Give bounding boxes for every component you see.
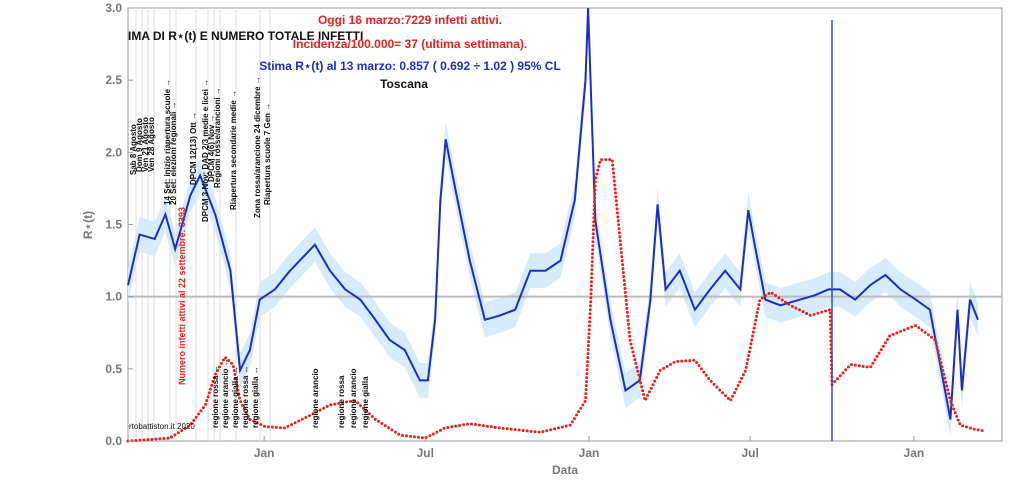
x-tick-label: Jul bbox=[417, 446, 434, 460]
y-tick-label: 1.5 bbox=[105, 218, 122, 232]
annotation: 20 Set: elezioni regionali → bbox=[169, 101, 178, 205]
annotation: Dom 9 Agosto bbox=[135, 118, 144, 172]
y-tick-label: 0.0 bbox=[105, 434, 122, 448]
annotation: Ven 21 Agosto bbox=[141, 117, 150, 172]
annotation: Riapertura scuole 7 Gen → bbox=[263, 103, 272, 205]
annotation: Regioni rosse/arancioni → bbox=[213, 87, 222, 188]
estimate: Stima R⋆(t) al 13 marzo: 0.857 ( 0.692 ÷… bbox=[259, 59, 561, 73]
bottom-annotation: regione rossa bbox=[337, 375, 346, 428]
y-tick-label: 3.0 bbox=[105, 1, 122, 15]
infected-dots bbox=[126, 158, 987, 443]
region: Toscana bbox=[380, 77, 428, 91]
subtitle: Incidenza/100.000= 37 (ultima settimana)… bbox=[293, 37, 527, 51]
plot-area bbox=[126, 7, 1002, 443]
y-tick-label: 2.0 bbox=[105, 145, 122, 159]
y-tick-label: 1.0 bbox=[105, 290, 122, 304]
annotation: Zona rossa/arancione 24 dicembre → bbox=[253, 76, 262, 218]
watermark: rtobattiston.it 2020 bbox=[129, 422, 195, 431]
x-tick-label: Jan bbox=[579, 446, 600, 460]
y-axis-label: R⋆(t) bbox=[81, 211, 95, 239]
bottom-annotation: regione gialla ↔ bbox=[231, 366, 240, 428]
annotation: DPCM 4(6) Nov → bbox=[207, 114, 216, 182]
bottom-annotation: regione gialla bbox=[361, 376, 370, 428]
annotation: DPCM 3 Nov: DAD 2/3 medie e licei → bbox=[201, 79, 210, 222]
red-label: Numero infetti attivi al 22 settembre: 3… bbox=[177, 207, 187, 385]
bottom-annotation: regione gialla ↔ bbox=[251, 366, 260, 428]
bottom-annotation: regione arancio ↔ bbox=[221, 358, 230, 428]
bottom-annotation: regione rossa ↔ bbox=[211, 365, 220, 428]
chart-title: Oggi 16 marzo:7229 infetti attivi. bbox=[318, 13, 502, 27]
x-tick-label: Jan bbox=[254, 446, 275, 460]
x-tick-label: Jul bbox=[741, 446, 758, 460]
x-axis-label: Data bbox=[552, 463, 578, 477]
x-tick-label: Jan bbox=[904, 446, 925, 460]
y-tick-label: 0.5 bbox=[105, 362, 122, 376]
annotation: Riapertura secondarie medie → bbox=[229, 90, 238, 210]
bottom-annotation: regione arancio bbox=[311, 368, 320, 428]
r-line bbox=[127, 7, 979, 420]
y-tick-label: 2.5 bbox=[105, 73, 122, 87]
bottom-annotation: regione arancio bbox=[349, 368, 358, 428]
annotation: DPCM 12(13) Ott → bbox=[189, 112, 198, 185]
annotation: Ven 28 Agosto bbox=[147, 117, 156, 172]
annotation: Sab 8 Agosto bbox=[129, 124, 138, 175]
annotation: 14 Set: inizio riapertura scuole → bbox=[163, 79, 172, 205]
bottom-annotation: regione rossa ↔ bbox=[241, 365, 250, 428]
header-left: IMA DI R⋆(t) E NUMERO TOTALE INFETTI bbox=[128, 29, 363, 43]
